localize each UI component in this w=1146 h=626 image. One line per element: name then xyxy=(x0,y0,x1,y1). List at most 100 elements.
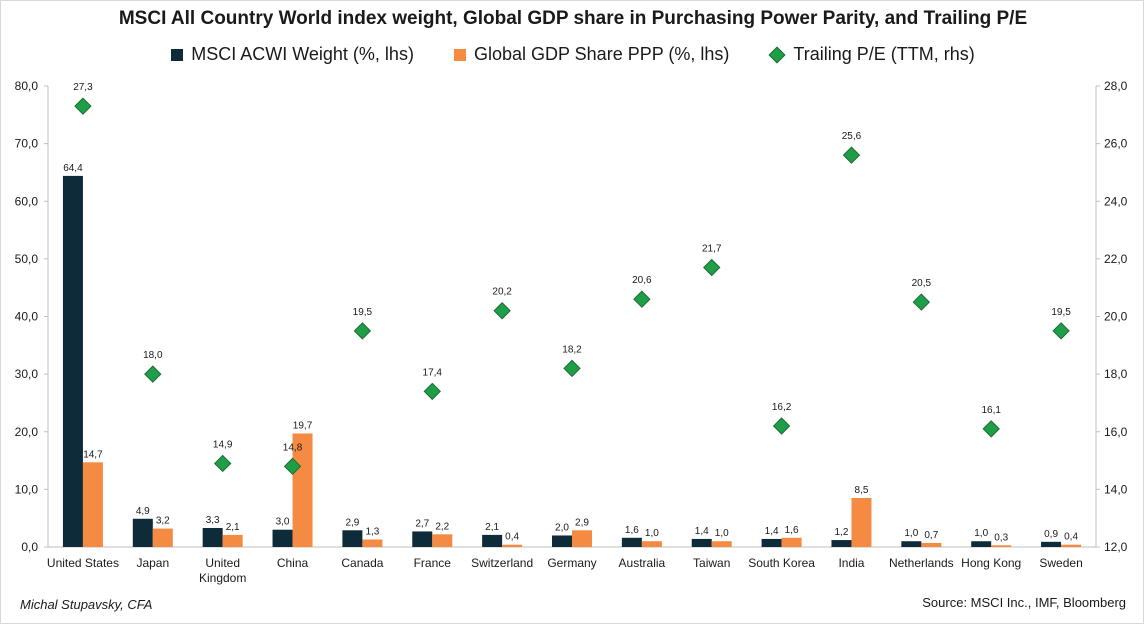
data-label-msci: 64,4 xyxy=(63,163,83,174)
marker-trailing-pe xyxy=(772,417,791,435)
data-label-msci: 3,0 xyxy=(276,517,290,528)
legend-label-msci: MSCI ACWI Weight (%, lhs) xyxy=(191,44,414,64)
legend-swatch-msci xyxy=(171,48,184,61)
marker-trailing-pe xyxy=(1052,322,1070,340)
data-label-pe: 27,3 xyxy=(73,82,93,93)
bar-msci-weight xyxy=(272,529,293,547)
author-credit: Michal Stupavsky, CFA xyxy=(20,597,153,612)
marker-trailing-pe xyxy=(912,293,931,311)
x-tick-label: South Korea xyxy=(748,556,815,570)
bar-gdp-share xyxy=(921,542,942,547)
data-label-pe: 14,8 xyxy=(283,442,303,453)
marker-trailing-pe xyxy=(74,97,92,115)
y-left-tick-label: 10,0 xyxy=(15,482,39,496)
marker-trailing-pe xyxy=(563,359,581,378)
y-left-tick-label: 80,0 xyxy=(15,79,39,93)
data-label-msci: 2,0 xyxy=(555,522,569,533)
bar-msci-weight xyxy=(202,527,223,547)
data-label-gdp: 2,1 xyxy=(226,522,240,533)
legend: MSCI ACWI Weight (%, lhs) Global GDP Sha… xyxy=(0,44,1146,65)
bar-msci-weight xyxy=(412,531,433,547)
bar-gdp-share xyxy=(991,545,1012,547)
bar-msci-weight xyxy=(132,518,153,547)
marker-trailing-pe xyxy=(423,382,441,401)
y-left-tick-label: 50,0 xyxy=(15,252,39,266)
data-label-pe: 16,1 xyxy=(981,405,1001,416)
data-label-gdp: 2,2 xyxy=(435,521,449,532)
y-right-tick-label: 12,0 xyxy=(1104,540,1128,554)
source-note: Source: MSCI Inc., IMF, Bloomberg xyxy=(922,595,1126,610)
legend-label-gdp: Global GDP Share PPP (%, lhs) xyxy=(473,44,730,64)
x-tick-label: United xyxy=(205,556,240,570)
bar-gdp-share xyxy=(781,537,802,547)
bar-msci-weight xyxy=(831,540,852,547)
bar-msci-weight xyxy=(482,534,503,547)
data-label-msci: 1,4 xyxy=(695,526,709,537)
bar-gdp-share xyxy=(432,534,453,547)
data-label-pe: 17,4 xyxy=(423,367,443,378)
y-left-tick-label: 30,0 xyxy=(15,367,39,381)
x-tick-label: Taiwan xyxy=(693,556,730,570)
data-label-gdp: 1,6 xyxy=(785,525,799,536)
bar-msci-weight xyxy=(761,538,782,547)
data-label-gdp: 0,3 xyxy=(994,532,1008,543)
x-tick-label: Canada xyxy=(341,556,383,570)
y-right-tick-label: 18,0 xyxy=(1104,367,1128,381)
marker-trailing-pe xyxy=(842,146,861,164)
data-label-msci: 1,0 xyxy=(974,528,988,539)
x-tick-label: Australia xyxy=(619,556,666,570)
marker-trailing-pe xyxy=(353,322,372,340)
data-label-pe: 20,2 xyxy=(492,287,512,298)
data-label-pe: 16,2 xyxy=(772,402,792,413)
y-left-tick-label: 20,0 xyxy=(15,425,39,439)
x-tick-label: Japan xyxy=(136,556,169,570)
x-tick-label: India xyxy=(838,556,864,570)
y-right-tick-label: 20,0 xyxy=(1104,310,1128,324)
x-tick-label: Sweden xyxy=(1039,556,1082,570)
bar-msci-weight xyxy=(552,535,572,547)
data-label-pe: 18,2 xyxy=(562,344,582,355)
y-left-tick-label: 60,0 xyxy=(15,194,39,208)
marker-trailing-pe xyxy=(283,457,302,476)
data-label-pe: 19,5 xyxy=(353,307,373,318)
x-tick-label: Kingdom xyxy=(199,571,246,585)
data-label-msci: 1,6 xyxy=(625,525,639,536)
bar-msci-weight xyxy=(901,541,922,547)
data-label-msci: 2,1 xyxy=(485,522,499,533)
data-label-pe: 20,6 xyxy=(632,275,652,286)
data-label-pe: 14,9 xyxy=(213,439,233,450)
y-left-tick-label: 70,0 xyxy=(15,137,39,151)
data-label-gdp: 0,4 xyxy=(1064,532,1078,543)
data-label-gdp: 14,7 xyxy=(83,449,103,460)
data-label-gdp: 1,3 xyxy=(365,527,379,538)
bar-msci-weight xyxy=(62,175,83,547)
bar-gdp-share xyxy=(362,539,383,547)
x-tick-label: Switzerland xyxy=(471,556,533,570)
x-tick-label: Netherlands xyxy=(889,556,954,570)
data-label-gdp: 0,4 xyxy=(505,532,519,543)
data-label-msci: 4,9 xyxy=(136,506,150,517)
bar-gdp-share xyxy=(572,530,592,547)
data-label-pe: 19,5 xyxy=(1051,307,1071,318)
marker-trailing-pe xyxy=(493,302,511,320)
y-right-tick-label: 24,0 xyxy=(1104,194,1128,208)
marker-trailing-pe xyxy=(982,420,1000,438)
data-label-gdp: 19,7 xyxy=(293,420,313,431)
legend-label-pe: Trailing P/E (TTM, rhs) xyxy=(793,44,975,64)
marker-trailing-pe xyxy=(144,365,162,383)
x-tick-label: China xyxy=(277,556,309,570)
data-label-msci: 1,2 xyxy=(835,527,849,538)
bar-gdp-share xyxy=(1061,544,1082,547)
bar-gdp-share xyxy=(502,544,523,547)
data-label-gdp: 0,7 xyxy=(924,530,938,541)
data-label-msci: 1,4 xyxy=(765,526,779,537)
bar-gdp-share xyxy=(82,462,103,547)
data-label-pe: 21,7 xyxy=(702,244,722,255)
y-right-tick-label: 28,0 xyxy=(1104,79,1128,93)
bar-msci-weight xyxy=(621,537,642,547)
bar-msci-weight xyxy=(691,538,712,547)
data-label-gdp: 3,2 xyxy=(156,516,170,527)
x-tick-label: United States xyxy=(47,556,119,570)
y-right-tick-label: 14,0 xyxy=(1104,482,1128,496)
